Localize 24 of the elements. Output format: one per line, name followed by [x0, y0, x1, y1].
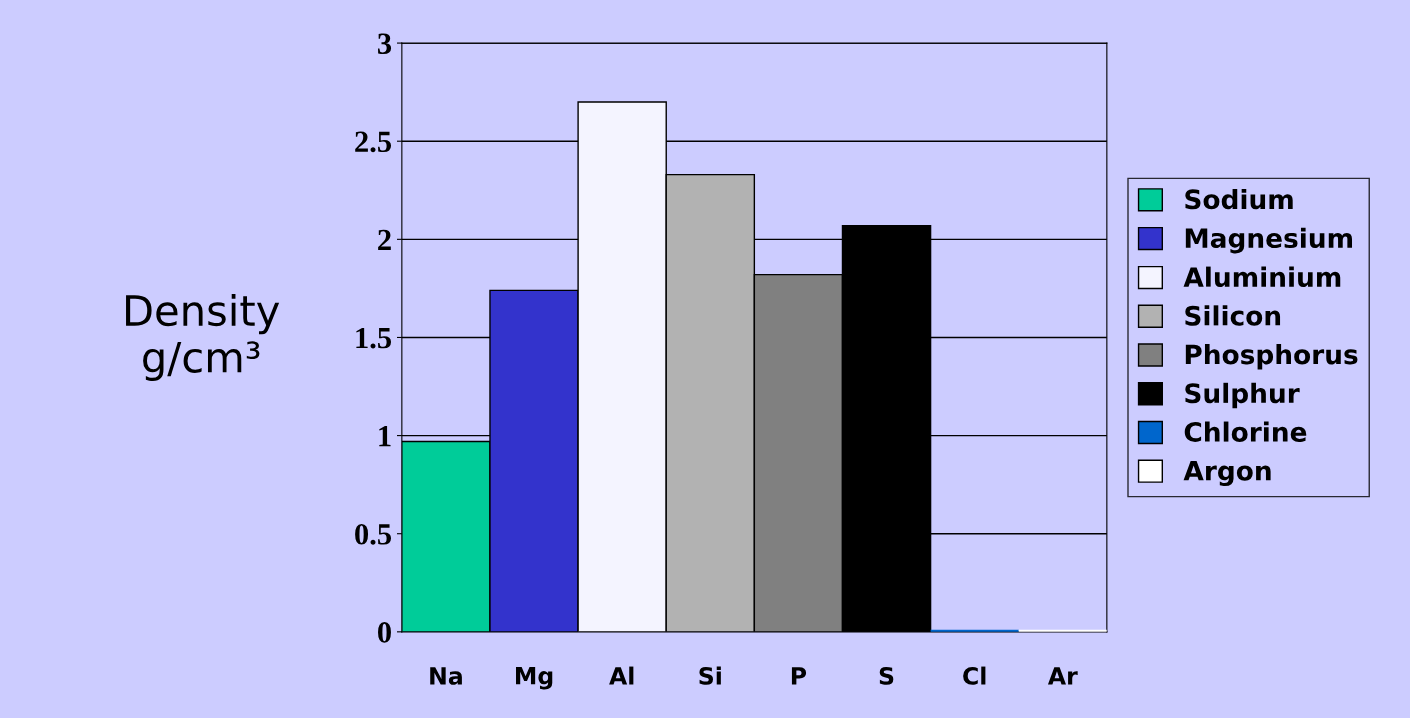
x-tick-label: Cl — [963, 666, 986, 685]
x-tick-label: Al — [609, 666, 634, 685]
y-tick-label: 3 — [378, 33, 392, 54]
x-tick-label: Si — [699, 666, 721, 685]
y-tick-label: 0 — [378, 622, 391, 643]
y-tick-label: 0.5 — [355, 524, 392, 545]
legend-label: Phosphorus — [1185, 344, 1358, 370]
legend-label: Aluminium — [1183, 266, 1341, 288]
legend-label: Chlorine — [1184, 421, 1307, 442]
y-tick-label: 2 — [378, 229, 391, 250]
y-tick-label: 1 — [379, 426, 391, 447]
x-tick-label: Na — [430, 667, 462, 685]
y-tick-label: 2.5 — [355, 131, 392, 153]
y-tick-label: 1.5 — [356, 327, 392, 349]
legend-label: Sodium — [1185, 188, 1293, 210]
legend-label: Magnesium — [1185, 227, 1353, 254]
legend-label: Argon — [1183, 461, 1271, 487]
legend-label: Silicon — [1185, 305, 1281, 326]
x-tick-label: S — [879, 666, 894, 685]
y-axis-title: Density g/cm³ — [126, 293, 280, 381]
legend-label: Sulphur — [1185, 382, 1300, 409]
x-tick-label: Mg — [516, 667, 553, 690]
x-tick-label: P — [791, 667, 807, 685]
x-tick-label: Ar — [1047, 667, 1078, 685]
